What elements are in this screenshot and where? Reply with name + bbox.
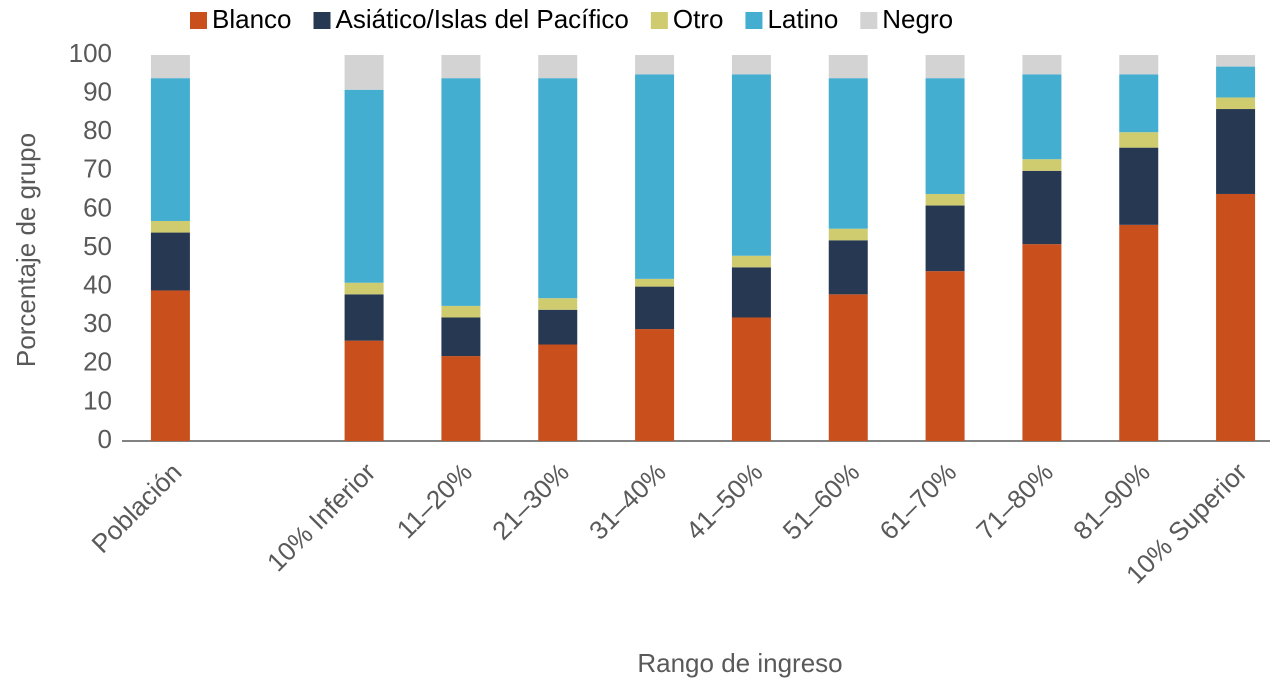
y-tick-label: 20 (83, 347, 112, 377)
bar-segment (635, 55, 675, 75)
bar-segment (150, 78, 190, 221)
bar-segment (1022, 170, 1062, 245)
bar-segment (828, 78, 868, 229)
bar-segment (150, 232, 190, 291)
bar-segment (150, 220, 190, 233)
bar-segment (1119, 224, 1159, 441)
legend-swatch (860, 12, 878, 29)
y-tick-label: 10 (83, 385, 112, 415)
bar-segment (1119, 147, 1159, 225)
bar-segment (1216, 97, 1256, 110)
bar-segment (635, 74, 675, 279)
bar-segment (828, 228, 868, 241)
bar-segment (925, 193, 965, 206)
x-tick-label: 81–90% (1067, 457, 1156, 546)
bar-segment (925, 78, 965, 194)
y-tick-label: 70 (83, 154, 112, 184)
bar-segment (344, 89, 384, 283)
bar-segment (150, 290, 190, 441)
bar-segment (1022, 159, 1062, 171)
bar-segment (538, 309, 578, 345)
bar-segment (731, 267, 771, 318)
bar-segment (441, 78, 481, 306)
y-axis-title: Porcentaje de grupo (11, 133, 41, 367)
y-tick-label: 60 (83, 192, 112, 222)
x-tick-label: 71–80% (970, 457, 1059, 546)
x-tick-label: 41–50% (680, 457, 769, 546)
y-tick-label: 30 (83, 308, 112, 338)
bar-segment (925, 271, 965, 441)
bar-segment (538, 78, 578, 299)
bar-segment (1216, 193, 1256, 441)
bar-segment (538, 344, 578, 441)
bar-segment (1216, 55, 1256, 67)
x-tick-label: 51–60% (777, 457, 866, 546)
bar-segment (731, 255, 771, 268)
y-tick-label: 90 (83, 76, 112, 106)
bar-segment (828, 294, 868, 441)
bar-segment (1022, 55, 1062, 75)
x-tick-label: 21–30% (486, 457, 575, 546)
y-tick-label: 40 (83, 269, 112, 299)
bar-segment (1022, 244, 1062, 441)
legend-label: Latino (767, 4, 838, 34)
x-tick-label: 31–40% (583, 457, 672, 546)
x-tick-label: 10% Inferior (261, 457, 382, 578)
y-tick-label: 80 (83, 115, 112, 145)
x-tick-label: Población (86, 457, 188, 559)
bar-segment (828, 240, 868, 295)
bar-segment (1022, 74, 1062, 160)
x-tick-label: 11–20% (391, 457, 478, 544)
y-tick-label: 100 (69, 38, 112, 68)
bar-segment (344, 282, 384, 295)
bar-segment (441, 305, 481, 318)
y-tick-label: 0 (98, 424, 112, 454)
bar-segment (1119, 74, 1159, 133)
x-axis-title: Rango de ingreso (637, 648, 842, 678)
bar-segment (538, 298, 578, 310)
bar-segment (635, 329, 675, 441)
bar-segment (441, 55, 481, 79)
legend-swatch (745, 12, 763, 29)
legend-label: Otro (673, 4, 724, 34)
bar-segment (1216, 109, 1256, 194)
bar-segment (731, 317, 771, 441)
legend-label: Blanco (212, 4, 292, 34)
bar-segment (344, 340, 384, 441)
y-tick-label: 50 (83, 231, 112, 261)
bar-segment (1119, 55, 1159, 75)
legend-swatch (313, 12, 331, 29)
bar-segment (441, 356, 481, 441)
x-tick-label: 61–70% (874, 457, 963, 546)
legend-swatch (190, 12, 207, 29)
legend-label: Asiático/Islas del Pacífico (336, 4, 629, 34)
bar-segment (828, 55, 868, 79)
bar-segment (441, 317, 481, 357)
bar-segment (635, 278, 675, 287)
bar-segment (731, 74, 771, 256)
bar-segment (344, 55, 384, 90)
bar-segment (635, 286, 675, 330)
bar-segment (925, 55, 965, 79)
bar-segment (344, 294, 384, 341)
bar-segment (1119, 132, 1159, 148)
legend-swatch (650, 12, 668, 29)
legend-label: Negro (882, 4, 953, 34)
bar-segment (538, 55, 578, 79)
bar-segment (731, 55, 771, 75)
bar-segment (925, 205, 965, 272)
bar-segment (1216, 66, 1256, 98)
bar-segment (150, 55, 190, 79)
